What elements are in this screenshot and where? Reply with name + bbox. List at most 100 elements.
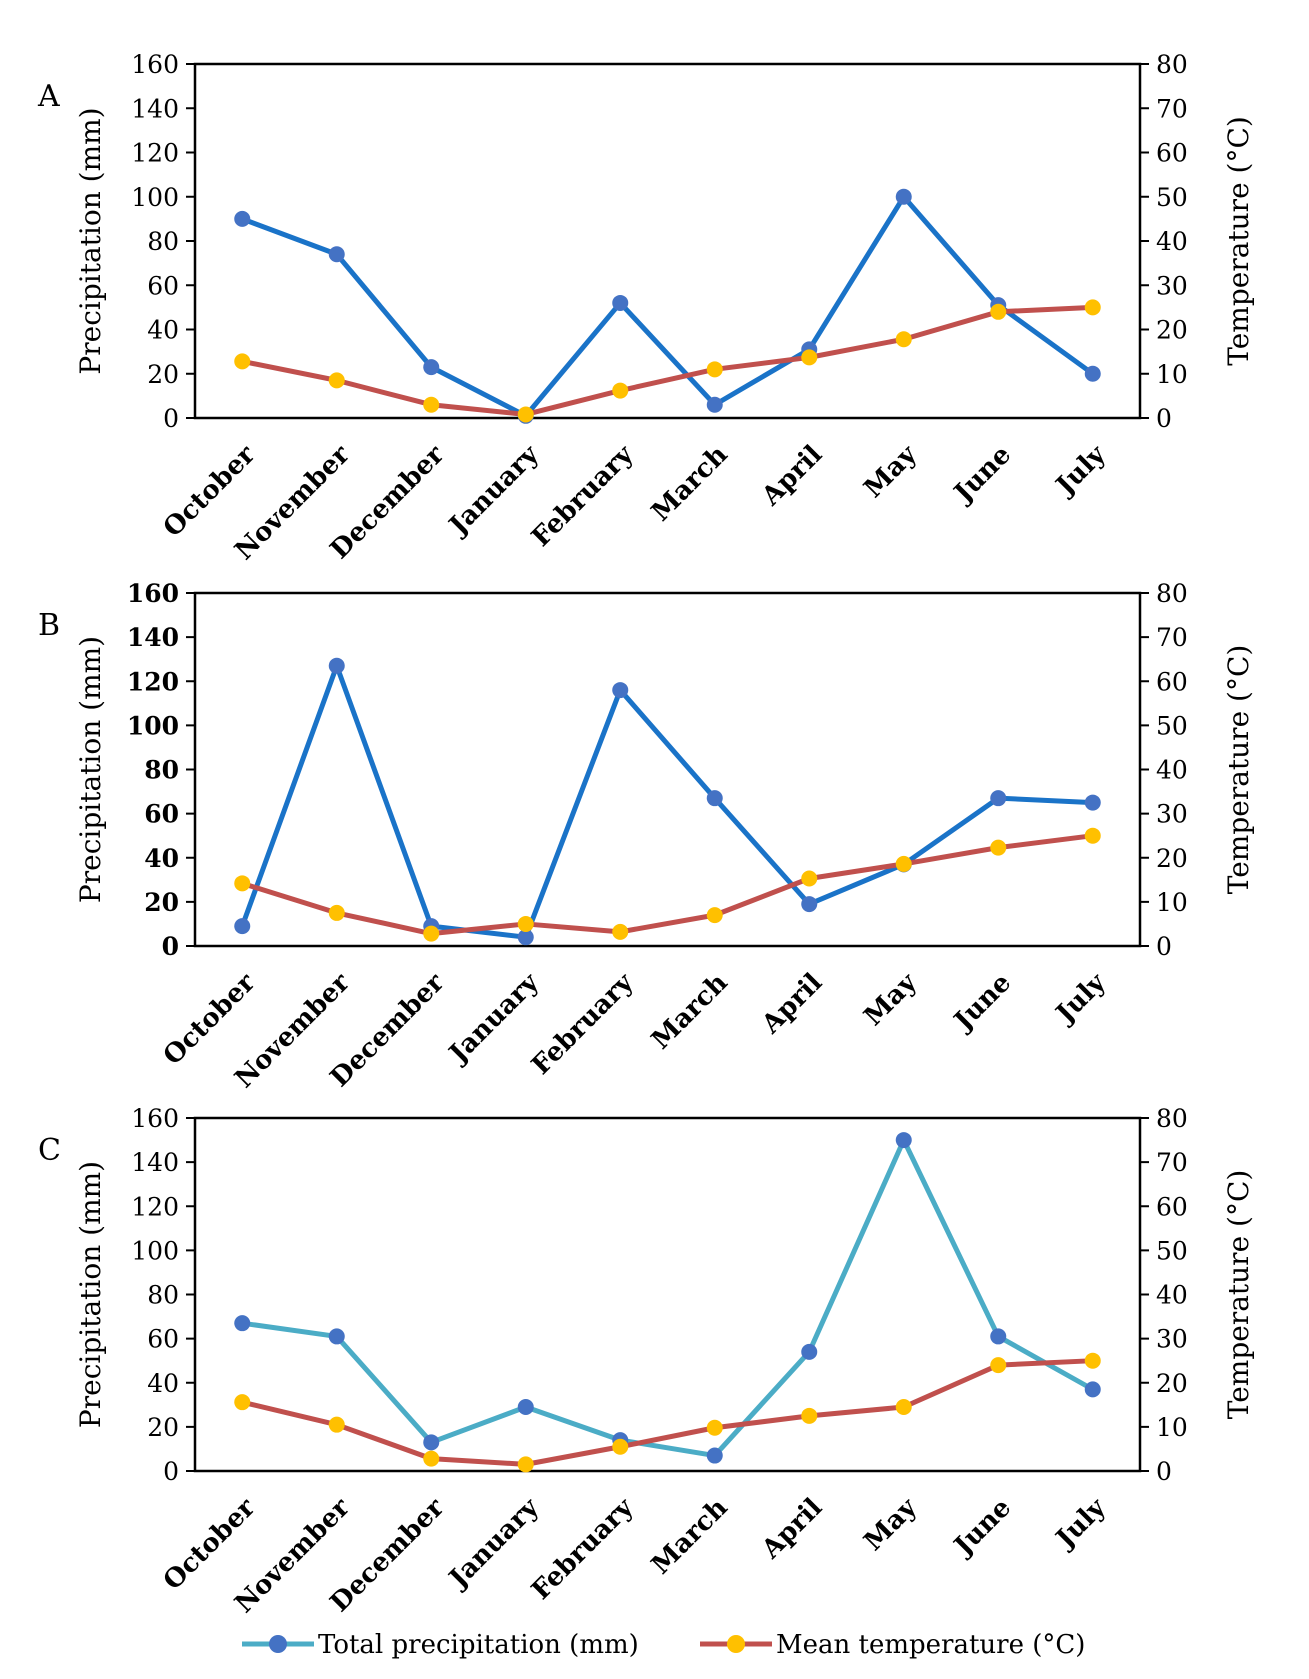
y2-tick-label: 60 — [1156, 667, 1188, 696]
x-tick-label: July — [1049, 439, 1112, 502]
y-tick-label: 0 — [162, 932, 179, 961]
y-tick-label: 160 — [127, 579, 179, 608]
series-line-precipitation — [241, 1137, 1094, 1459]
temperature-point — [328, 372, 345, 389]
temperature-point — [990, 839, 1007, 856]
precipitation-point — [234, 918, 251, 935]
y-tick-label: 40 — [144, 844, 179, 873]
precipitation-point — [1084, 1381, 1101, 1398]
y-tick-label: 120 — [131, 1192, 179, 1221]
chart-panel-c: C 0 20 40 60 80 100 120 140 160 0 10 20 30 40 50 60 70 80 P… — [38, 1104, 1255, 1619]
precipitation-point — [328, 246, 345, 263]
precipitation-point — [517, 929, 534, 946]
y-tick-label: 160 — [131, 50, 179, 79]
y-tick-label: 20 — [144, 888, 179, 917]
temperature-point — [328, 904, 345, 921]
y2-tick-label: 0 — [1156, 404, 1172, 433]
precipitation-point — [1084, 365, 1101, 382]
y2-tick-label: 60 — [1156, 1192, 1188, 1221]
y2-tick-label: 70 — [1156, 623, 1188, 652]
y2-tick-label: 10 — [1156, 1413, 1188, 1442]
precipitation-point — [801, 896, 818, 913]
x-tick-label: March — [646, 968, 734, 1056]
temperature-point — [234, 875, 251, 892]
precipitation-point — [328, 1328, 345, 1345]
y-tick-label: 0 — [163, 404, 179, 433]
temperature-point — [990, 303, 1007, 320]
precipitation-point — [612, 682, 629, 699]
y2-tick-label: 20 — [1156, 1369, 1188, 1398]
precipitation-point — [423, 359, 440, 376]
temperature-point — [517, 915, 534, 932]
y2-tick-label: 40 — [1156, 756, 1188, 785]
y-tick-label: 80 — [147, 1281, 179, 1310]
precipitation-point — [706, 396, 723, 413]
temperature-point — [328, 1416, 345, 1433]
y2-tick-label: 30 — [1156, 271, 1188, 300]
temperature-point — [517, 1456, 534, 1473]
temperature-point — [612, 923, 629, 940]
temperature-point — [1084, 1352, 1101, 1369]
temperature-point — [234, 1394, 251, 1411]
y-tick-label: 80 — [144, 756, 179, 785]
x-tick-label: February — [526, 967, 640, 1081]
y-tick-label: 140 — [127, 623, 179, 652]
series-line-temperature — [241, 304, 1093, 417]
temperature-point — [706, 907, 723, 924]
temperature-point — [234, 353, 251, 370]
legend: Total precipitation (mm) Mean temperature… — [242, 1630, 1085, 1660]
y2-tick-label: 0 — [1156, 932, 1172, 961]
y2-tick-label: 30 — [1156, 800, 1188, 829]
plot-area-frame — [193, 591, 1142, 948]
series-line-temperature — [241, 833, 1094, 937]
y2-tick-label: 50 — [1156, 711, 1188, 740]
chart-panel-a: A 0 20 40 60 80 100 120 140 160 0 10 20 30 40 50 60 70 80 P… — [37, 50, 1255, 566]
temperature-point — [895, 1399, 912, 1416]
y-tick-label: 100 — [131, 183, 179, 212]
y2-tick-label: 20 — [1156, 844, 1188, 873]
y2-tick-label: 80 — [1156, 50, 1188, 79]
y-tick-label: 40 — [147, 1369, 179, 1398]
temperature-point — [612, 382, 629, 399]
temperature-point — [423, 396, 440, 413]
y2-tick-label: 80 — [1156, 579, 1188, 608]
precipitation-point — [328, 657, 345, 674]
panel-label: B — [38, 608, 60, 643]
y2-tick-label: 20 — [1156, 316, 1188, 345]
temperature-point — [801, 349, 818, 366]
precipitation-point — [423, 1434, 440, 1451]
precipitation-point — [895, 1132, 912, 1149]
temperature-point — [801, 870, 818, 887]
x-tick-label: May — [859, 1492, 924, 1557]
temperature-point — [801, 1407, 818, 1424]
x-tick-label: April — [756, 440, 829, 513]
precipitation-point — [234, 1315, 251, 1332]
y2-tick-label: 10 — [1156, 360, 1188, 389]
legend-item: Total precipitation (mm) — [242, 1630, 639, 1660]
y2-axis-title: Temperature (°C) — [1222, 645, 1255, 895]
legend-item: Mean temperature (°C) — [700, 1630, 1085, 1660]
y-axis-title: Precipitation (mm) — [74, 636, 107, 903]
precipitation-point — [517, 1399, 534, 1416]
y-tick-label: 60 — [144, 800, 179, 829]
temperature-point — [612, 1438, 629, 1455]
y-tick-label: 140 — [131, 1148, 179, 1177]
temperature-point — [517, 406, 534, 423]
x-tick-label: February — [526, 1492, 640, 1606]
y-axis-title: Precipitation (mm) — [74, 1161, 107, 1428]
y2-tick-label: 50 — [1156, 1236, 1188, 1265]
y-tick-label: 120 — [131, 139, 179, 168]
series-line-precipitation — [241, 194, 1095, 419]
y-tick-label: 0 — [163, 1457, 179, 1486]
y2-tick-label: 60 — [1156, 139, 1188, 168]
temperature-point — [423, 1450, 440, 1467]
x-tick-label: June — [947, 440, 1017, 510]
temperature-point — [706, 361, 723, 378]
y2-tick-label: 10 — [1156, 888, 1188, 917]
y2-axis-title: Temperature (°C) — [1222, 1170, 1255, 1420]
y2-tick-label: 80 — [1156, 1104, 1188, 1133]
y-tick-label: 100 — [131, 1236, 179, 1265]
y-axis-title: Precipitation (mm) — [74, 107, 107, 374]
y2-tick-label: 0 — [1156, 1457, 1172, 1486]
precipitation-point — [990, 1328, 1007, 1345]
